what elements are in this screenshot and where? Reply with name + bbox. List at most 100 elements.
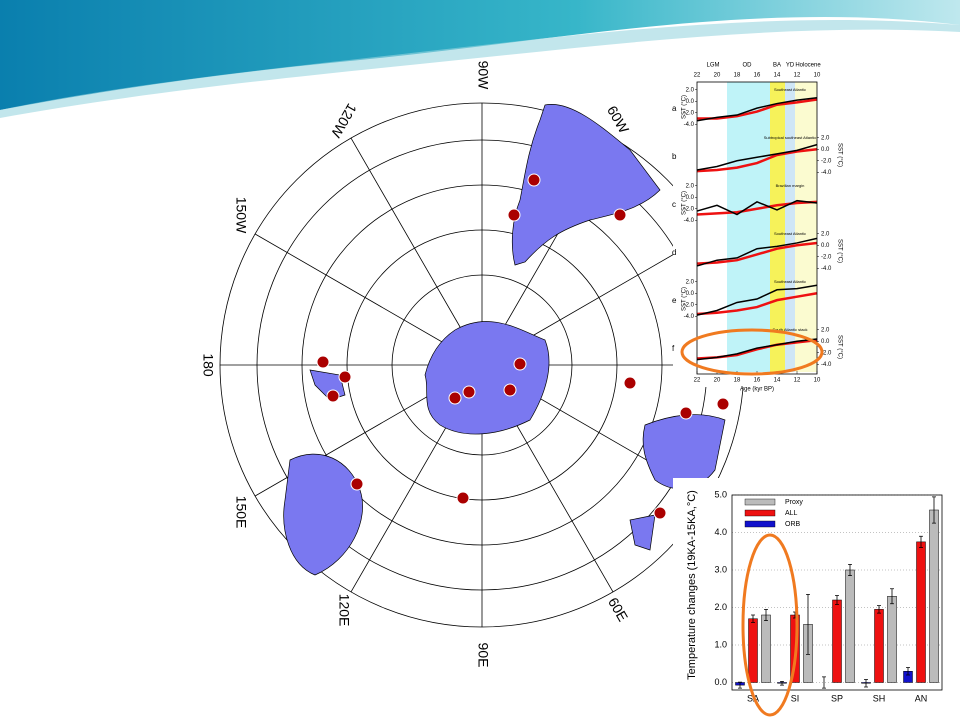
site [326, 389, 340, 403]
site [613, 208, 627, 222]
x-tick-label: 14 [774, 378, 781, 384]
panel-title: Southeast Atlantic [774, 87, 806, 92]
sst-line [696, 97, 818, 122]
site [456, 491, 470, 505]
bar [887, 596, 897, 683]
highlight-ellipse [741, 533, 799, 717]
bar [874, 609, 884, 683]
y-axis-label: SST (°C) [836, 335, 842, 359]
y-tick-label: 2.0 [821, 231, 830, 237]
x-tick-label: 20 [714, 378, 721, 384]
y-tick-label: 1.0 [714, 639, 727, 649]
period-label: OD [743, 63, 753, 69]
bar [929, 509, 939, 683]
sst-line [696, 241, 818, 265]
x-tick-label: 12 [794, 73, 801, 79]
y-tick-label: -2.0 [684, 206, 695, 212]
x-tick-label: 18 [734, 378, 741, 384]
longitude-label: 90E [475, 643, 491, 668]
land [629, 514, 656, 551]
longitude-label: 120E [336, 594, 352, 627]
x-tick-label: SI [791, 693, 800, 703]
header-wave [0, 0, 960, 110]
site [716, 397, 730, 411]
site [653, 506, 667, 520]
y-tick-label: -4.0 [821, 266, 832, 272]
y-tick-label: 2.0 [686, 183, 695, 189]
y-tick-label: 0.0 [686, 291, 695, 297]
sst-line [697, 98, 818, 120]
x-tick-label: 10 [814, 378, 821, 384]
y-axis-label: Temperature changes (19KA-15KA,°C) [686, 490, 698, 680]
y-tick-label: 2.0 [821, 135, 830, 141]
y-axis-label: SST (°C) [682, 191, 688, 215]
sst-chart: LGM OD BA YD Holocene Age (kyr BP) a Sout… [672, 62, 842, 393]
site [679, 406, 693, 420]
sst-line [696, 148, 818, 173]
highlight-ellipse [680, 328, 824, 376]
y-tick-label: 5.0 [714, 489, 727, 499]
y-tick-label: -4.0 [684, 218, 695, 224]
period-band [727, 82, 770, 372]
sst-line [696, 284, 818, 316]
bar [748, 618, 758, 683]
sst-line [696, 199, 818, 216]
polar-map: 90W 60W 120W 150W 180 150E 120E 90E 60E [200, 61, 745, 668]
y-tick-label: -4.0 [821, 170, 832, 176]
bar-chart: Temperature changes (19KA-15KA,°C) 0.0 1.… [673, 478, 960, 720]
longitude-label: 90W [475, 61, 491, 91]
legend-swatch [744, 509, 776, 517]
x-tick-label: AN [915, 693, 928, 703]
site [338, 370, 352, 384]
y-axis-label: SST (°C) [682, 287, 688, 311]
error-bar [764, 608, 768, 622]
longitude-label: 150E [233, 496, 249, 529]
x-tick-label: 22 [694, 378, 701, 384]
x-tick-label: SP [831, 693, 843, 703]
y-tick-label: 2.0 [686, 279, 695, 285]
panel-title: South Atlantic stack [773, 327, 808, 332]
site [316, 355, 330, 369]
site [527, 173, 541, 187]
y-tick-label: 0.0 [714, 677, 727, 687]
legend-swatch [744, 520, 776, 528]
sst-line [696, 292, 818, 316]
land [424, 321, 550, 435]
error-bar [932, 496, 936, 524]
period-band [795, 82, 817, 372]
y-tick-label: -4.0 [821, 362, 832, 368]
period-label: Holocene [795, 63, 821, 69]
x-tick-label: 12 [794, 378, 801, 384]
panel-letter: c [672, 200, 676, 209]
period-band [785, 82, 795, 372]
y-tick-label: -2.0 [821, 158, 832, 164]
panel-letter: d [672, 248, 676, 257]
longitude-label: 180 [200, 353, 216, 377]
y-tick-label: -2.0 [821, 254, 832, 260]
legend-label: ORB [785, 521, 801, 528]
error-bar [738, 681, 742, 689]
period-label: YD [786, 63, 795, 69]
site [448, 391, 462, 405]
y-tick-label: 0.0 [821, 339, 830, 345]
x-tick-label: 20 [714, 73, 721, 79]
land [511, 104, 661, 266]
y-tick-label: -2.0 [821, 350, 832, 356]
y-axis-label: SST (°C) [836, 239, 842, 263]
y-tick-label: -4.0 [684, 314, 695, 320]
panel-letter: b [672, 152, 677, 161]
longitude-label: 150W [233, 197, 249, 234]
y-tick-label: -2.0 [684, 110, 695, 116]
y-tick-label: 0.0 [686, 195, 695, 201]
error-bar [864, 679, 868, 688]
panel-letter: e [672, 296, 677, 305]
x-tick-label: 14 [774, 73, 781, 79]
error-bar [919, 535, 923, 548]
x-tick-label: SH [873, 693, 886, 703]
error-bar [890, 588, 894, 605]
error-bar [780, 680, 784, 686]
y-tick-label: 3.0 [714, 564, 727, 574]
bar [832, 599, 842, 683]
sst-line [696, 338, 818, 361]
error-bar [806, 593, 810, 655]
